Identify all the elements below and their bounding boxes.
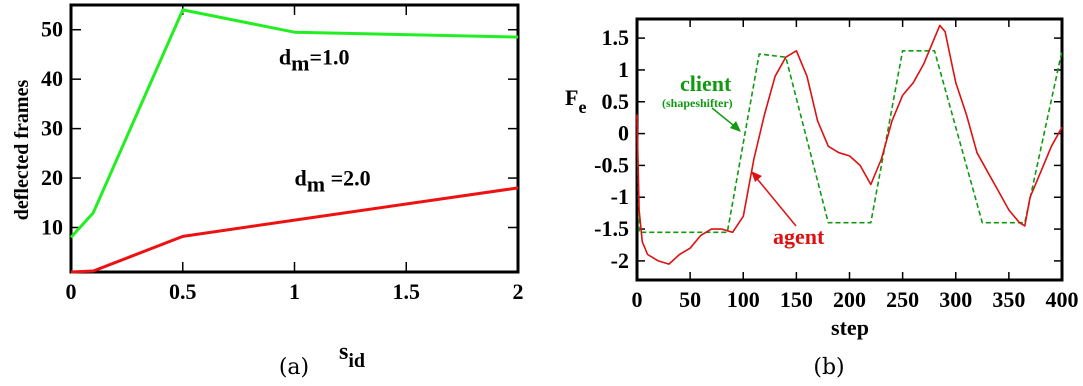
panel-b-series	[636, 24, 1063, 265]
panel-a-xtick-label: 1	[289, 279, 300, 304]
panel-b-xtick-label: 200	[833, 287, 866, 312]
panel-b-ylabel: Fe	[565, 85, 586, 117]
panel-a-ytick-label: 50	[41, 17, 63, 42]
panel-a-xtick-label: 0	[66, 279, 77, 304]
panel-b-client-label: client	[680, 71, 732, 96]
panel-a-annotation-dm1: dm=1.0	[279, 44, 350, 75]
panel-b-agent-arrow-line	[753, 174, 797, 227]
panel-a-ytick-label: 10	[41, 215, 63, 240]
panel-a-xtick-label: 1.5	[393, 279, 421, 304]
panel-b-ytick-label: 1	[618, 57, 629, 82]
panel-a-ticks: 0 0.5 1 1.5 2 10 20 30 40 50	[41, 5, 524, 304]
panel-b-xlabel: step	[831, 315, 869, 340]
panel-b-ticks: 0 50 100 150 200 250 300 350 400 -2 -1.5 -1 -0.5 0 0.5…	[594, 19, 1079, 312]
panel-b-xtick-label: 350	[992, 287, 1025, 312]
panel-b-agent-label: agent	[773, 224, 825, 249]
panel-b-agent-line	[636, 24, 1063, 265]
panel-b-xtick-label: 50	[679, 287, 701, 312]
panel-b-ytick-label: 1.5	[602, 25, 630, 50]
panel-a-xlabel: sid	[339, 339, 365, 372]
panel-b-ytick-label: -1	[611, 184, 629, 209]
panel-b-ytick-label: 0	[618, 121, 629, 146]
panel-a-series-2-line	[70, 186, 519, 274]
panel-a-ylabel: deflected frames	[11, 80, 33, 221]
panel-a-ytick-label: 40	[41, 66, 63, 91]
panel-a-xtick-label: 0.5	[169, 279, 197, 304]
panel-b-xtick-label: 300	[939, 287, 972, 312]
panel-b-ytick-label: -2	[611, 248, 629, 273]
panel-a-plot-frame	[69, 3, 520, 274]
panel-b-xtick-label: 250	[886, 287, 919, 312]
panel-b-xtick-label: 150	[780, 287, 813, 312]
panel-b-client-arrowhead	[730, 121, 741, 132]
panel-b-shapeshifter-label: (shapeshifter)	[662, 96, 733, 110]
panel-a-series-1-line	[69, 8, 519, 239]
panel-a-ytick-label: 20	[41, 165, 63, 190]
panel-a-series	[69, 8, 519, 274]
panel-b: 0 50 100 150 200 250 300 350 400 -2 -1.5 -1 -0.5 0 0.5…	[565, 17, 1079, 380]
panel-b-plot-frame	[635, 17, 1064, 282]
panel-a: 0 0.5 1 1.5 2 10 20 30 40 50 deflected frames sid…	[11, 3, 524, 380]
panel-b-ytick-label: -1.5	[594, 216, 629, 241]
panel-b-ytick-label: 0.5	[602, 89, 630, 114]
panel-b-xtick-label: 0	[632, 287, 643, 312]
panel-a-caption: (a)	[279, 355, 309, 380]
panel-a-ytick-label: 30	[41, 116, 63, 141]
panel-b-client-line	[636, 49, 1063, 234]
panel-b-xtick-label: 400	[1046, 287, 1079, 312]
panel-b-caption: (b)	[813, 355, 844, 380]
panel-b-xtick-label: 100	[727, 287, 760, 312]
panel-a-xtick-label: 2	[513, 279, 524, 304]
panel-b-agent-arrowhead	[751, 171, 762, 182]
panel-b-ytick-label: -0.5	[594, 152, 629, 177]
panel-a-annotation-dm2: dm =2.0	[295, 166, 371, 197]
